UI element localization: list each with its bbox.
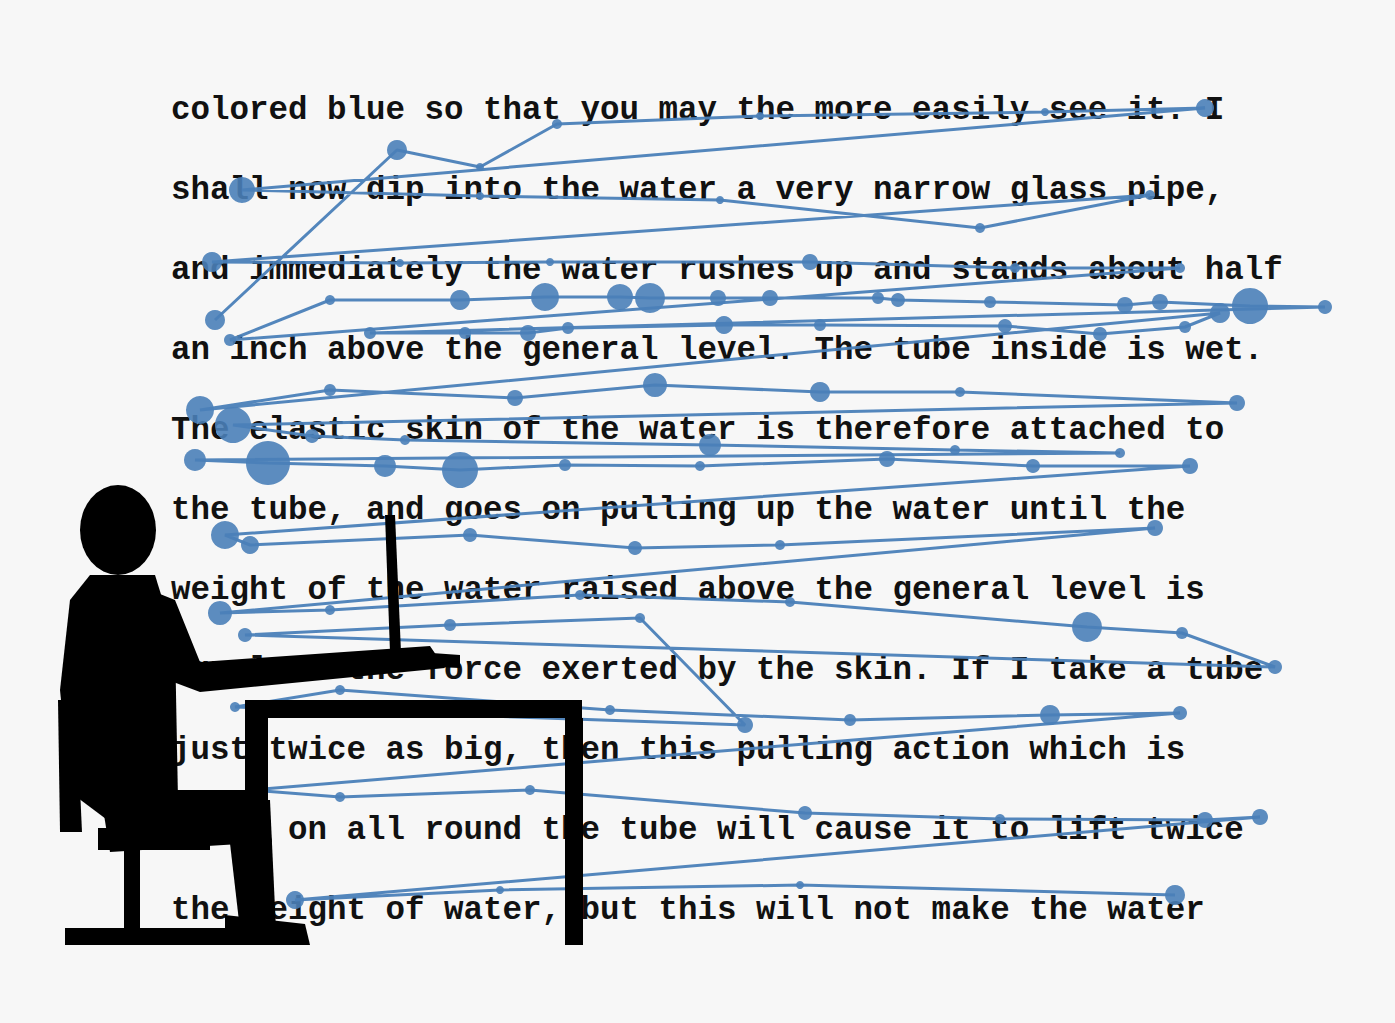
svg-text:colored blue so that you may t: colored blue so that you may the more ea…	[171, 91, 1225, 129]
svg-text:weight of the water raised abo: weight of the water raised above the gen…	[171, 571, 1205, 609]
svg-text:going on all round the tube wi: going on all round the tube will cause i…	[171, 812, 1244, 849]
svg-text:just twice as big, then this p: just twice as big, then this pulling act…	[171, 732, 1185, 769]
svg-text:equal to the force exerted by: equal to the force exerted by the skin. …	[171, 652, 1263, 689]
svg-text:shall now dip into the water a: shall now dip into the water a very narr…	[171, 172, 1224, 209]
svg-text:an inch above the general leve: an inch above the general level. The tub…	[171, 331, 1264, 369]
svg-text:The elastic skin of the water: The elastic skin of the water is therefo…	[171, 412, 1224, 449]
svg-text:the weight of water, but this: the weight of water, but this will not m…	[171, 891, 1205, 929]
svg-text:the tube, and goes on pulling: the tube, and goes on pulling up the wat…	[171, 492, 1185, 529]
svg-text:and immediately the water rush: and immediately the water rushes up and …	[171, 252, 1283, 289]
